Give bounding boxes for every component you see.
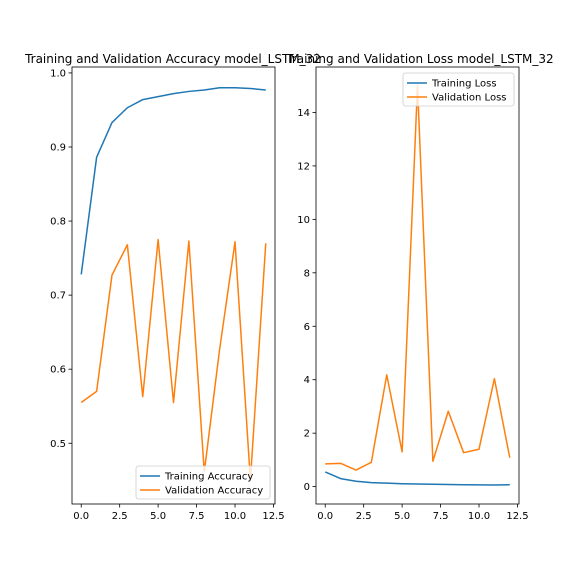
accuracy-x-tick-label: 12.5 (262, 511, 284, 522)
accuracy-series-line-training (80, 86, 266, 275)
loss-legend-label-validation: Validation Loss (432, 93, 507, 104)
loss-x-tick-label: 0.0 (317, 511, 333, 522)
accuracy-series-line-validation (80, 238, 267, 482)
loss-y-tick-label: 0 (304, 482, 310, 493)
loss-subplot: Training and Validation Loss model_LSTM_… (285, 52, 553, 522)
accuracy-x-tick-label: 10.0 (224, 511, 246, 522)
loss-x-tick-label: 7.5 (433, 511, 449, 522)
accuracy-y-tick-label: 0.6 (50, 365, 66, 376)
loss-chart-title: Training and Validation Loss model_LSTM_… (285, 52, 553, 66)
accuracy-y-tick-label: 1.0 (50, 68, 66, 79)
accuracy-y-tick-label: 0.8 (50, 217, 66, 228)
loss-y-tick-label: 2 (304, 429, 310, 440)
accuracy-y-tick-label: 0.5 (50, 439, 66, 450)
loss-x-tick-label: 12.5 (506, 511, 528, 522)
loss-y-tick-label: 12 (297, 161, 310, 172)
loss-y-tick-label: 6 (304, 322, 310, 333)
accuracy-legend: Training Accuracy Validation Accuracy (135, 465, 271, 500)
loss-x-tick-label: 2.5 (356, 511, 372, 522)
accuracy-legend-label-training: Training Accuracy (164, 472, 253, 483)
accuracy-legend-label-validation: Validation Accuracy (165, 486, 263, 497)
accuracy-x-tick-label: 0.0 (73, 511, 89, 522)
accuracy-y-tick-label: 0.9 (50, 142, 66, 153)
loss-y-tick-label: 14 (297, 108, 310, 119)
accuracy-subplot: Training and Validation Accuracy model_L… (24, 52, 321, 522)
loss-y-tick-label: 4 (304, 375, 310, 386)
loss-legend: Training Loss Validation Loss (402, 72, 515, 107)
accuracy-x-tick-label: 5.0 (150, 511, 166, 522)
loss-axes-frame (315, 66, 520, 505)
accuracy-y-tick-label: 0.7 (50, 291, 66, 302)
loss-series-line-training (324, 471, 510, 486)
accuracy-chart-title: Training and Validation Accuracy model_L… (24, 52, 321, 66)
loss-y-tick-label: 8 (304, 268, 310, 279)
accuracy-axes-frame (71, 66, 276, 505)
loss-x-tick-label: 10.0 (468, 511, 490, 522)
accuracy-x-tick-label: 2.5 (112, 511, 128, 522)
loss-legend-label-training: Training Loss (431, 79, 497, 90)
accuracy-x-tick-label: 7.5 (189, 511, 205, 522)
loss-x-tick-label: 5.0 (394, 511, 410, 522)
loss-y-tick-label: 10 (297, 215, 310, 226)
accuracy-legend-box (135, 465, 271, 500)
loss-legend-box (402, 72, 515, 107)
